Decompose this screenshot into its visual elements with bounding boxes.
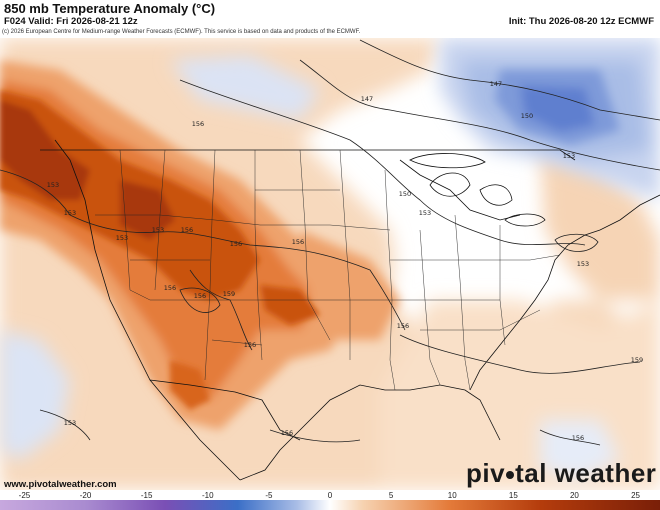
colorbar-gradient	[0, 500, 660, 510]
contour-label: 147	[361, 95, 373, 103]
contour-label: 156	[194, 292, 206, 300]
colorbar-tick-label: 10	[448, 491, 457, 500]
lake-erie	[504, 213, 546, 227]
contour-label: 150	[521, 112, 533, 120]
copyright-notice: (c) 2026 European Centre for Medium-rang…	[2, 29, 361, 35]
atlantic-coastline	[469, 194, 660, 391]
gulf-coastline	[239, 384, 501, 481]
contour-label: 156	[281, 429, 293, 437]
contour-label: 159	[223, 290, 235, 298]
great-lakes-shore	[399, 159, 521, 221]
contour-label: 153	[116, 234, 128, 242]
colorbar-svg: -25 -20 -15 -10 -5 0 5 10 15 20 25	[0, 491, 660, 510]
contour-label: 156	[244, 341, 256, 349]
pivotal-weather-logo: piv tal weather	[466, 458, 657, 488]
anomaly-map: 147 147 150 153 156 150 153 153 153 153 153 156 156 1…	[0, 38, 660, 490]
init-time: Init: Thu 2026-08-20 12z ECMWF	[508, 16, 654, 27]
contour-label: 156	[572, 434, 584, 442]
colorbar-tick-label: -10	[202, 491, 214, 500]
canada-us-border	[40, 149, 576, 161]
contour-labels: 147 147 150 153 156 150 153 153 153 153 153 156 156 1…	[47, 80, 643, 442]
height-contours	[0, 39, 660, 446]
colorbar-tick-label: -20	[80, 491, 92, 500]
contour-label: 153	[577, 260, 589, 268]
contour-label: 156	[192, 120, 204, 128]
map-title: 850 mb Temperature Anomaly (°C)	[4, 1, 216, 16]
lake-huron	[479, 184, 513, 206]
mexico-us-border	[149, 379, 301, 441]
colorbar-tick-label: -5	[265, 491, 273, 500]
contour-label: 153	[64, 209, 76, 217]
contour-label: 153	[152, 226, 164, 234]
state-borders	[95, 149, 561, 391]
contour-label: 153	[64, 419, 76, 427]
valid-time: F024 Valid: Fri 2026-08-21 12z	[4, 16, 138, 27]
header: 850 mb Temperature Anomaly (°C) F024 Val…	[0, 0, 660, 38]
map-area[interactable]: 147 147 150 153 156 150 153 153 153 153 153 156 156 1…	[0, 38, 660, 490]
contour-label: 153	[47, 181, 59, 189]
contour-label: 147	[490, 80, 502, 88]
site-url[interactable]: www.pivotalweather.com	[4, 479, 117, 490]
contour-label: 156	[397, 322, 409, 330]
colorbar-tick-label: -15	[141, 491, 153, 500]
contour-label: 159	[631, 356, 643, 364]
colorbar-tick-label: 20	[570, 491, 579, 500]
colorbar-tick-label: 25	[631, 491, 640, 500]
contour-label: 156	[164, 284, 176, 292]
contour-label: 156	[292, 238, 304, 246]
contour-label: 153	[563, 152, 575, 160]
contour-label: 156	[181, 226, 193, 234]
contour-label: 156	[230, 240, 242, 248]
lake-superior	[409, 153, 486, 169]
contour-label: 150	[399, 190, 411, 198]
colorbar-ticks: -25 -20 -15 -10 -5 0 5 10 15 20 25	[19, 491, 641, 500]
colorbar-tick-label: 0	[328, 491, 333, 500]
contour-label: 153	[419, 209, 431, 217]
lake-michigan	[429, 172, 471, 197]
colorbar-tick-label: 5	[389, 491, 394, 500]
boundaries	[40, 139, 660, 481]
pacific-coastline	[54, 139, 241, 481]
colorbar: -25 -20 -15 -10 -5 0 5 10 15 20 25	[0, 490, 660, 510]
colorbar-tick-label: 15	[509, 491, 518, 500]
colorbar-tick-label: -25	[19, 491, 31, 500]
